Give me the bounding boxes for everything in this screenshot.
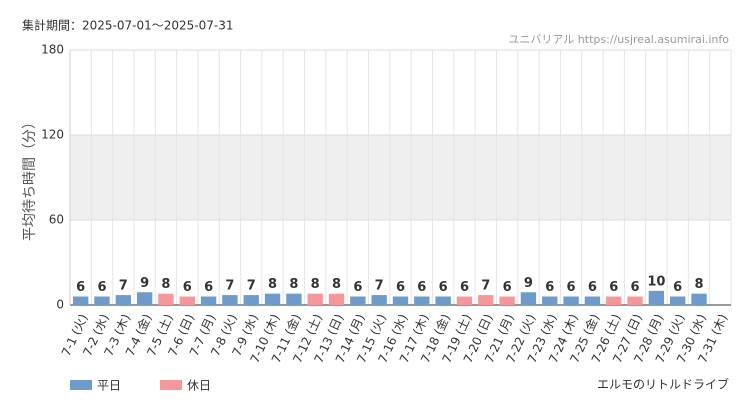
bar <box>179 296 195 305</box>
bar <box>392 296 409 305</box>
value-label: 6 <box>204 280 213 295</box>
attraction-name: エルモのリトルドライブ <box>597 377 729 392</box>
value-label: 7 <box>225 279 234 294</box>
value-label: 6 <box>588 280 597 295</box>
value-label: 6 <box>673 280 682 295</box>
value-label: 7 <box>375 279 384 294</box>
value-label: 8 <box>332 277 341 292</box>
legend-swatch <box>70 380 92 390</box>
bar <box>286 293 302 305</box>
bar <box>243 295 259 305</box>
value-label: 7 <box>481 279 490 294</box>
value-label: 6 <box>97 280 106 295</box>
bar <box>670 296 686 305</box>
legend-label: 休日 <box>187 379 211 393</box>
y-tick-label: 0 <box>56 298 64 312</box>
value-label: 6 <box>183 280 192 295</box>
value-label: 6 <box>76 280 85 295</box>
value-label: 6 <box>396 280 405 295</box>
bar <box>456 296 473 305</box>
source: ユニバリアル https://usjreal.asumirai.info <box>508 33 729 46</box>
bar <box>414 296 430 305</box>
value-label: 8 <box>694 277 703 292</box>
bar <box>520 292 537 305</box>
bar <box>328 293 345 305</box>
bar <box>264 293 281 305</box>
value-label: 8 <box>289 277 298 292</box>
value-label: 10 <box>647 274 665 289</box>
value-label: 6 <box>631 280 640 295</box>
value-label: 6 <box>460 280 469 295</box>
bar <box>200 296 217 305</box>
bar <box>307 293 323 305</box>
legend-label: 平日 <box>97 379 121 393</box>
bar <box>435 296 451 305</box>
bar <box>94 296 110 305</box>
y-tick-label: 60 <box>49 213 64 227</box>
value-label: 6 <box>545 280 554 295</box>
bar <box>371 295 387 305</box>
value-label: 9 <box>524 276 533 291</box>
value-label: 8 <box>268 277 277 292</box>
value-label: 8 <box>311 277 320 292</box>
bar <box>691 293 707 305</box>
value-label: 6 <box>417 280 426 295</box>
value-label: 6 <box>353 280 362 295</box>
value-label: 7 <box>119 279 128 294</box>
y-axis-label: 平均待ち時間（分） <box>22 115 38 241</box>
chart-title: 集計期間：2025-07-01〜2025-07-31 <box>22 18 233 33</box>
bar <box>584 296 601 305</box>
bar <box>158 293 174 305</box>
bar <box>350 296 366 305</box>
value-label: 6 <box>503 280 512 295</box>
bar <box>72 296 89 305</box>
bar <box>542 296 558 305</box>
y-tick-label: 180 <box>41 43 64 57</box>
value-label: 6 <box>567 280 576 295</box>
bar <box>648 290 665 305</box>
bar <box>478 295 494 305</box>
bar <box>606 296 622 305</box>
y-tick-label: 120 <box>41 128 64 142</box>
bar <box>563 296 579 305</box>
legend-swatch <box>160 380 182 390</box>
value-label: 8 <box>161 277 170 292</box>
bar <box>222 295 238 305</box>
bar <box>115 295 131 305</box>
value-label: 7 <box>247 279 256 294</box>
bar <box>136 292 153 305</box>
bar <box>627 296 643 305</box>
value-label: 6 <box>609 280 618 295</box>
value-label: 6 <box>439 280 448 295</box>
bar <box>499 296 515 305</box>
value-label: 9 <box>140 276 149 291</box>
shaded-band <box>70 135 731 220</box>
